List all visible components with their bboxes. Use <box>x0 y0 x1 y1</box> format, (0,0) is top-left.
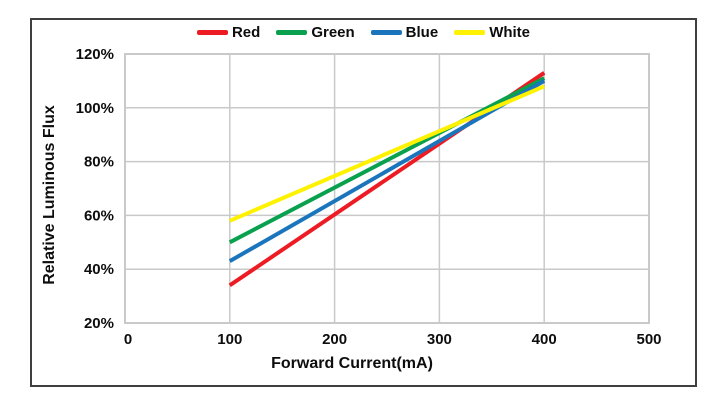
green-line-swatch-icon <box>276 29 308 35</box>
legend-item-red: Red <box>196 23 261 41</box>
series-line-white <box>229 84 545 223</box>
blue-line-swatch-icon <box>370 29 402 35</box>
legend-label-green: Green <box>311 23 355 41</box>
legend-item-blue: Blue <box>370 23 439 41</box>
series-line-green <box>228 76 546 245</box>
legend-label-blue: Blue <box>405 23 439 41</box>
y-axis-title: Relative Luminous Flux <box>41 105 58 285</box>
legend-item-green: Green <box>276 23 355 41</box>
x-tick-label: 400 <box>532 331 557 348</box>
legend-item-white: White <box>454 25 530 40</box>
series-line-blue <box>228 79 546 263</box>
y-tick-label: 40% <box>84 261 114 278</box>
x-tick-label: 300 <box>427 331 452 348</box>
figure-border <box>30 18 697 387</box>
legend: Red Green Blue White <box>30 23 697 41</box>
legend-label-red: Red <box>231 23 261 41</box>
x-axis-title: Forward Current(mA) <box>271 355 433 372</box>
legend-label-white: White <box>489 23 531 41</box>
red-line-swatch-icon <box>196 29 228 35</box>
x-tick-label: 200 <box>322 331 347 348</box>
y-tick-label: 20% <box>84 315 114 332</box>
white-line-swatch-icon <box>454 29 486 35</box>
y-tick-label: 100% <box>76 100 114 117</box>
y-tick-label: 80% <box>84 154 114 171</box>
y-tick-label: 60% <box>84 207 114 224</box>
x-tick-label: 100 <box>217 331 242 348</box>
y-tick-label: 120% <box>76 46 114 63</box>
x-tick-label: 500 <box>636 331 661 348</box>
plot-border <box>124 53 650 324</box>
x-tick-label: 0 <box>124 331 132 348</box>
